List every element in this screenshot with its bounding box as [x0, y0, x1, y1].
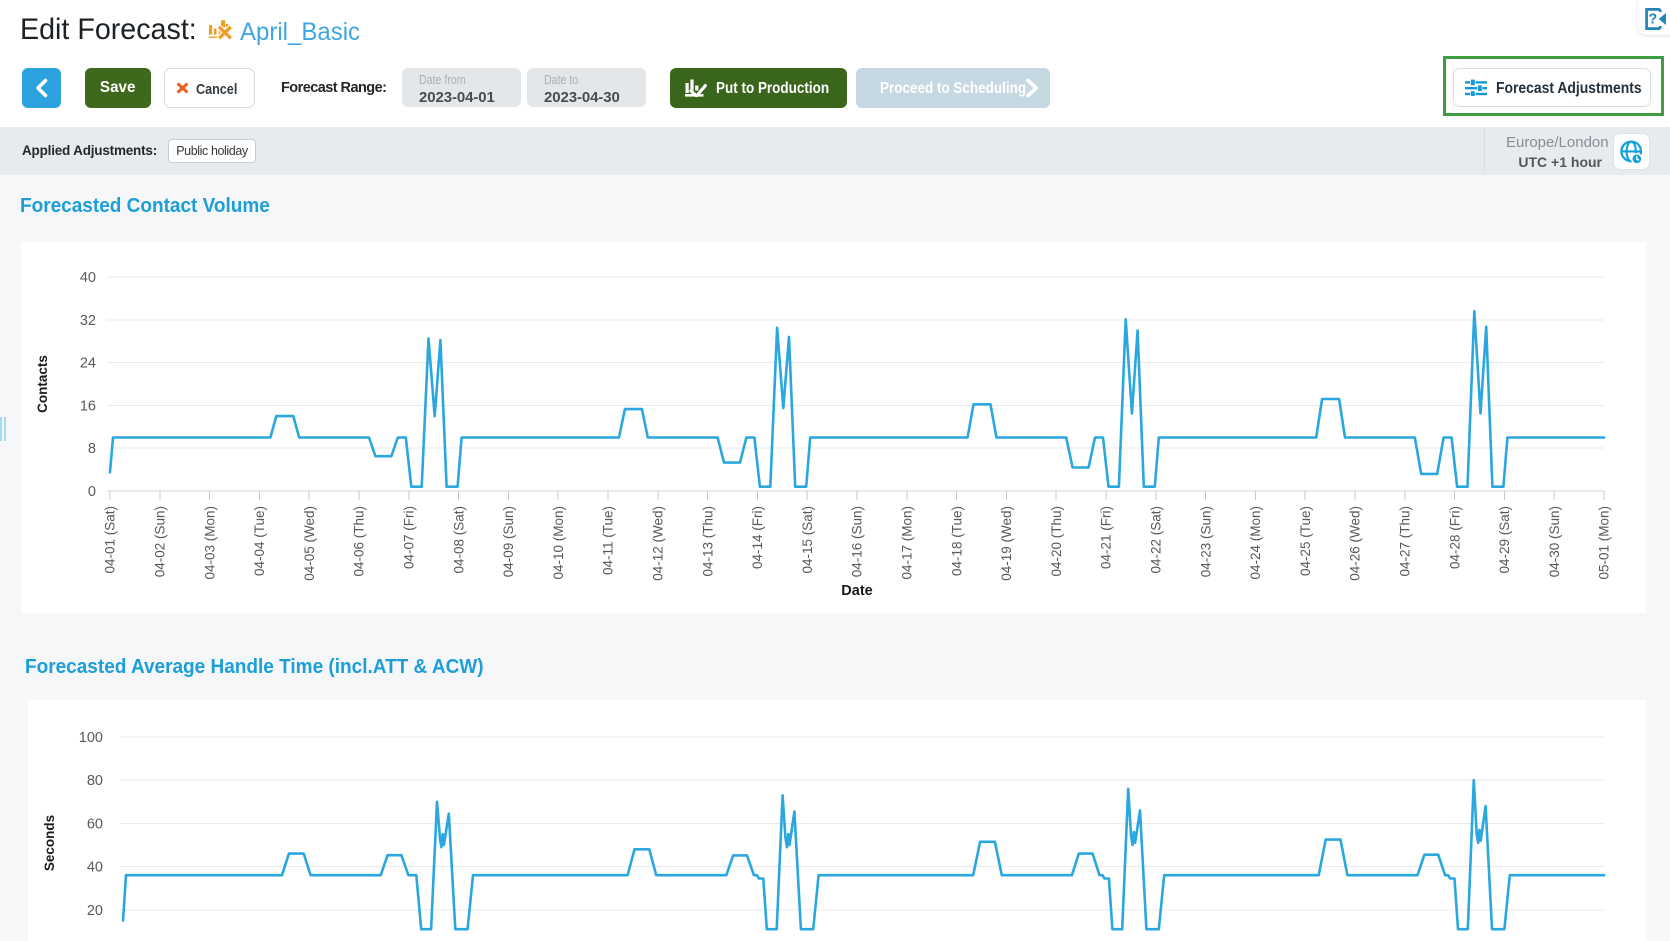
svg-text:40: 40 [80, 270, 96, 286]
svg-text:04-03 (Mon): 04-03 (Mon) [202, 506, 217, 580]
svg-text:04-13 (Thu): 04-13 (Thu) [700, 506, 715, 577]
svg-text:Contacts: Contacts [35, 355, 50, 413]
svg-text:04-28 (Fri): 04-28 (Fri) [1447, 506, 1462, 569]
svg-text:8: 8 [88, 441, 96, 457]
svg-text:04-21 (Fri): 04-21 (Fri) [1099, 506, 1114, 569]
svg-text:05-01 (Mon): 05-01 (Mon) [1597, 506, 1612, 580]
svg-text:04-05 (Wed): 04-05 (Wed) [302, 506, 317, 581]
svg-text:04-17 (Mon): 04-17 (Mon) [900, 506, 915, 580]
svg-text:04-12 (Wed): 04-12 (Wed) [651, 506, 666, 581]
svg-text:04-07 (Fri): 04-07 (Fri) [402, 506, 417, 569]
svg-text:04-29 (Sat): 04-29 (Sat) [1497, 506, 1512, 574]
svg-text:Seconds: Seconds [42, 815, 57, 871]
svg-text:100: 100 [79, 730, 103, 746]
svg-text:04-24 (Mon): 04-24 (Mon) [1248, 506, 1263, 580]
svg-text:04-18 (Tue): 04-18 (Tue) [949, 506, 964, 576]
svg-text:04-25 (Tue): 04-25 (Tue) [1298, 506, 1313, 576]
svg-text:04-26 (Wed): 04-26 (Wed) [1348, 506, 1363, 581]
svg-text:04-01 (Sat): 04-01 (Sat) [103, 506, 118, 574]
svg-text:40: 40 [87, 860, 103, 876]
svg-text:04-14 (Fri): 04-14 (Fri) [750, 506, 765, 569]
svg-text:04-06 (Thu): 04-06 (Thu) [352, 506, 367, 577]
svg-text:04-22 (Sat): 04-22 (Sat) [1149, 506, 1164, 574]
svg-text:04-16 (Sun): 04-16 (Sun) [850, 506, 865, 577]
svg-text:20: 20 [87, 903, 103, 919]
svg-text:0: 0 [88, 484, 96, 500]
svg-text:04-10 (Mon): 04-10 (Mon) [551, 506, 566, 580]
svg-text:Date: Date [841, 583, 872, 599]
svg-text:04-23 (Sun): 04-23 (Sun) [1198, 506, 1213, 577]
svg-text:04-04 (Tue): 04-04 (Tue) [252, 506, 267, 576]
svg-text:32: 32 [80, 313, 96, 329]
svg-text:04-15 (Sat): 04-15 (Sat) [800, 506, 815, 574]
svg-text:04-19 (Wed): 04-19 (Wed) [999, 506, 1014, 581]
svg-text:60: 60 [87, 816, 103, 832]
svg-text:04-11 (Tue): 04-11 (Tue) [601, 506, 616, 575]
svg-text:04-30 (Sun): 04-30 (Sun) [1547, 506, 1562, 577]
svg-text:04-02 (Sun): 04-02 (Sun) [153, 506, 168, 577]
svg-text:?: ? [1648, 12, 1657, 28]
svg-text:16: 16 [80, 398, 96, 414]
svg-text:04-09 (Sun): 04-09 (Sun) [501, 506, 516, 577]
svg-text:80: 80 [87, 773, 103, 789]
svg-text:04-20 (Thu): 04-20 (Thu) [1049, 506, 1064, 577]
svg-text:24: 24 [80, 356, 96, 372]
svg-text:04-08 (Sat): 04-08 (Sat) [451, 506, 466, 574]
svg-text:04-27 (Thu): 04-27 (Thu) [1398, 506, 1413, 577]
